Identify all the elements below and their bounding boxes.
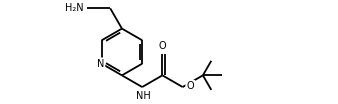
Text: N: N bbox=[97, 59, 104, 69]
Text: O: O bbox=[159, 41, 166, 51]
Text: O: O bbox=[187, 81, 194, 91]
Text: H₂N: H₂N bbox=[65, 3, 83, 13]
Text: NH: NH bbox=[137, 91, 151, 101]
